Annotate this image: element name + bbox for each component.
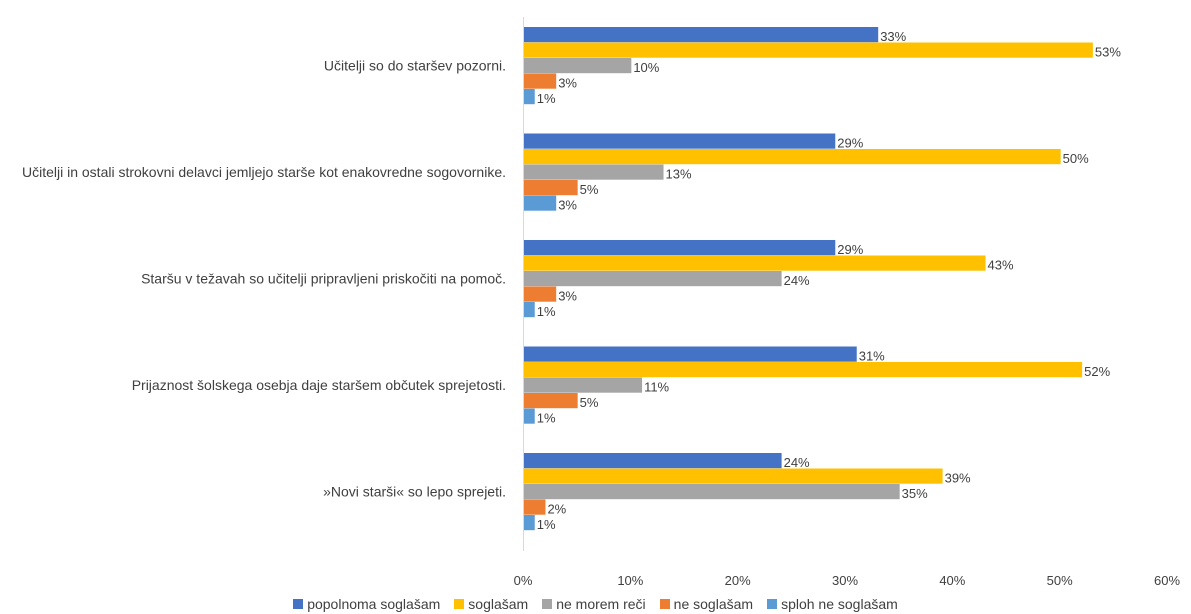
data-label: 29% [837,136,863,151]
bar [524,195,557,211]
category-label: Prijaznost šolskega osebja daje staršem … [132,377,506,393]
category-label: Učitelji in ostali strokovni delavci jem… [22,164,506,180]
data-label: 29% [837,242,863,257]
legend-swatch [542,599,553,609]
legend-item: sploh ne soglašam [767,596,898,612]
legend-item: soglašam [454,596,528,612]
data-label: 2% [547,502,566,517]
bar [524,393,578,409]
legend-swatch [767,599,778,609]
bar [524,58,632,74]
data-label: 11% [644,380,669,395]
bar [524,346,857,362]
category-label: Učitelji so do staršev pozorni. [324,58,506,74]
data-label: 24% [784,455,810,470]
data-label: 5% [580,395,599,410]
data-label: 3% [558,198,577,213]
data-label: 35% [902,486,928,501]
bar [524,515,535,531]
bar [524,453,782,469]
bars-layer [524,27,1093,531]
x-tick-label: 60% [1154,573,1180,588]
data-label: 13% [666,167,692,182]
x-tick-label: 40% [939,573,965,588]
bar [524,255,986,271]
data-label: 50% [1063,151,1089,166]
data-label: 53% [1095,45,1121,60]
legend-label: sploh ne soglašam [781,596,898,612]
bar [524,377,643,393]
bar [524,468,943,484]
legend-item: popolnoma soglašam [293,596,440,612]
bar [524,240,836,256]
data-label: 39% [945,471,971,486]
x-tick-label: 50% [1047,573,1073,588]
bar [524,286,557,302]
labels-layer: Učitelji so do staršev pozorni. 33% 53% 10%… [22,29,1121,532]
bar [524,149,1061,165]
bar [524,271,782,287]
category-label: »Novi starši« so lepo sprejeti. [323,484,506,500]
x-tick-label: 0% [514,573,533,588]
x-tick-label: 30% [832,573,858,588]
bar [524,42,1093,58]
legend-item: ne morem reči [542,596,646,612]
x-tick-label: 20% [725,573,751,588]
bar [524,180,578,196]
bar [524,362,1083,378]
bar [524,499,546,515]
legend-label: soglašam [468,596,529,612]
category-label: Staršu v težavah so učitelji pripravljen… [141,271,506,287]
data-label: 52% [1084,364,1110,379]
data-label: 5% [580,182,599,197]
legend-label: ne morem reči [556,596,646,612]
legend-swatch [454,599,465,609]
axis-layer: 0% 10% 20% 30% 40% 50% 60% [514,17,1180,588]
data-label: 1% [537,304,556,319]
bar [524,484,900,500]
bar [524,73,557,89]
chart-legend: popolnoma soglašam soglašam ne morem reči n… [0,594,1191,614]
legend-label: ne soglašam [673,596,754,612]
data-label: 31% [859,349,885,364]
data-label: 1% [537,411,556,426]
bar [524,408,535,424]
data-label: 10% [633,60,659,75]
data-label: 1% [537,517,556,532]
legend-label: popolnoma soglašam [307,596,441,612]
bar [524,302,535,318]
bar [524,27,879,43]
bar [524,89,535,105]
legend-swatch [659,599,670,609]
data-label: 24% [784,273,810,288]
bar [524,164,664,180]
bar [524,133,836,149]
data-label: 3% [558,76,577,91]
x-tick-label: 10% [617,573,643,588]
legend-swatch [293,599,304,609]
data-label: 1% [537,91,556,106]
data-label: 3% [558,289,577,304]
data-label: 43% [988,258,1014,273]
legend-item: ne soglašam [659,596,754,612]
bar-chart: 0% 10% 20% 30% 40% 50% 60% Učitelji so do star… [22,17,1180,588]
data-label: 33% [880,29,906,44]
